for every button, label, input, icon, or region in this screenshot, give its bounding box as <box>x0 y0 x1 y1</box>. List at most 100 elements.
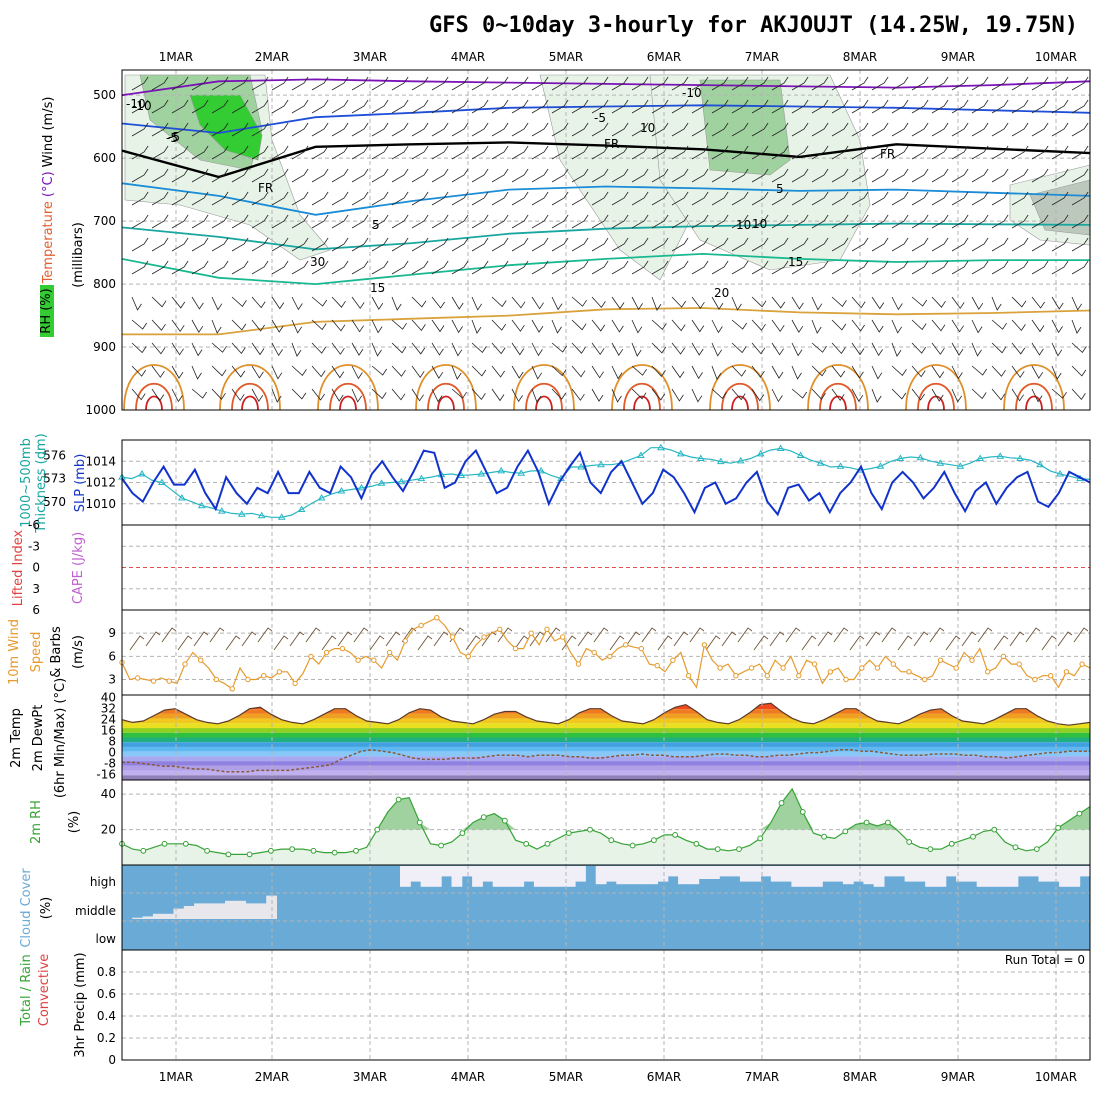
rh-point <box>587 826 593 833</box>
wind-barb <box>951 76 969 91</box>
wind-barb <box>431 99 449 114</box>
wind-barb <box>771 122 789 137</box>
wind-point <box>1048 673 1054 679</box>
wind-barb <box>1011 99 1029 114</box>
rh-point <box>565 830 572 836</box>
wind-barb <box>891 99 909 114</box>
wind-barb <box>391 296 402 311</box>
wind-barb <box>691 319 705 333</box>
wind-barb <box>1051 296 1064 310</box>
wind-barb <box>1071 122 1089 137</box>
wind-barb <box>731 168 749 183</box>
wind-barb <box>291 99 309 114</box>
wind-barb <box>1011 296 1027 308</box>
wind-barb <box>911 319 927 331</box>
contour-label: -5 <box>166 131 178 145</box>
ylabel-part: Temperature <box>41 201 56 284</box>
thickness-point <box>197 501 206 509</box>
wind-barb <box>291 191 309 206</box>
wind-barb <box>671 76 689 91</box>
wind-barb <box>631 237 649 252</box>
wind-barb <box>571 296 587 307</box>
wind-barb <box>811 237 829 252</box>
wind-barb <box>971 76 989 91</box>
wind-barb <box>211 191 229 206</box>
wind-barb <box>351 260 369 275</box>
wind-point <box>434 615 440 621</box>
wind-barb <box>851 237 869 252</box>
rh-point <box>374 826 381 833</box>
panel-ylabel: (%) <box>67 811 82 834</box>
ylabel-part: Cloud Cover <box>19 868 34 948</box>
panel-ylabel: 1000~500mb <box>19 438 34 528</box>
rh-point <box>1012 844 1019 851</box>
rh-point <box>438 842 445 849</box>
wind-barb <box>591 76 609 91</box>
wind-barb <box>831 365 846 378</box>
wind-point <box>796 673 802 679</box>
wind-barb <box>571 342 586 354</box>
temp-band <box>122 746 1090 752</box>
wind-barb <box>991 296 1002 311</box>
wind-barb <box>291 342 302 357</box>
warm-ring <box>611 364 673 411</box>
wind-point <box>591 649 597 656</box>
wind10m-barb <box>801 635 817 651</box>
ylabel-part: 2m RH <box>29 800 44 844</box>
wind-barb <box>531 99 549 114</box>
dewpoint2m-line <box>122 749 1090 773</box>
wind-barb <box>771 99 789 114</box>
contour-label: FR <box>604 137 619 151</box>
wind-barb <box>411 214 429 229</box>
rh-point <box>863 819 870 826</box>
wind-barb <box>171 388 183 403</box>
wind-barb <box>151 388 165 402</box>
date-label-top: 8MAR <box>843 50 878 64</box>
ylabel-part: Convective <box>37 954 52 1027</box>
wind-barb <box>1011 214 1029 229</box>
wind-barb <box>1031 388 1043 403</box>
wind-barb <box>311 342 327 354</box>
cloud-gap-high <box>812 866 823 887</box>
wind-barb <box>431 168 449 183</box>
isotherm-15 <box>121 252 1090 286</box>
wind-barb <box>691 122 709 137</box>
warm-ring <box>829 395 847 411</box>
wind-barb <box>571 99 589 114</box>
cloud-gap-high <box>544 866 555 887</box>
wind-barb <box>491 214 509 229</box>
wind10m-barb <box>977 627 993 643</box>
wind-barb <box>291 168 309 183</box>
wind-barb <box>271 99 289 114</box>
wind-barb <box>891 260 909 275</box>
wind-barb <box>271 145 289 160</box>
rh2m-tick: 40 <box>101 787 116 801</box>
date-label-top: 5MAR <box>549 50 584 64</box>
precip-tick: 0.6 <box>97 987 116 1001</box>
wind-barb <box>391 122 409 137</box>
cloud-gap-high <box>667 866 679 877</box>
temp-band <box>122 723 1090 729</box>
wind-barb <box>1011 237 1029 252</box>
wind-barb <box>531 296 544 310</box>
wind-barb <box>551 237 569 252</box>
wind-barb <box>491 237 509 252</box>
cloud-gap-high <box>1038 866 1050 882</box>
wind-barb <box>991 365 1006 377</box>
wind-barb <box>771 214 789 229</box>
rh-point <box>608 837 615 844</box>
wind10m-barbs <box>129 627 1089 651</box>
slp-thickness-axes: 576 573 570 1014 1012 1010 <box>43 448 116 510</box>
precip-tick: 0.2 <box>97 1031 116 1045</box>
cloud-gap-high <box>935 866 947 887</box>
wind-barb <box>1051 260 1069 275</box>
wind10m-barb <box>401 627 417 643</box>
wind-barb <box>371 365 388 376</box>
wind-barb <box>151 296 167 308</box>
wind-barb <box>711 342 723 357</box>
wind-barb <box>211 145 229 160</box>
wind-barb <box>911 76 929 91</box>
warm-ring <box>1025 395 1043 411</box>
wind-barb <box>711 191 729 206</box>
